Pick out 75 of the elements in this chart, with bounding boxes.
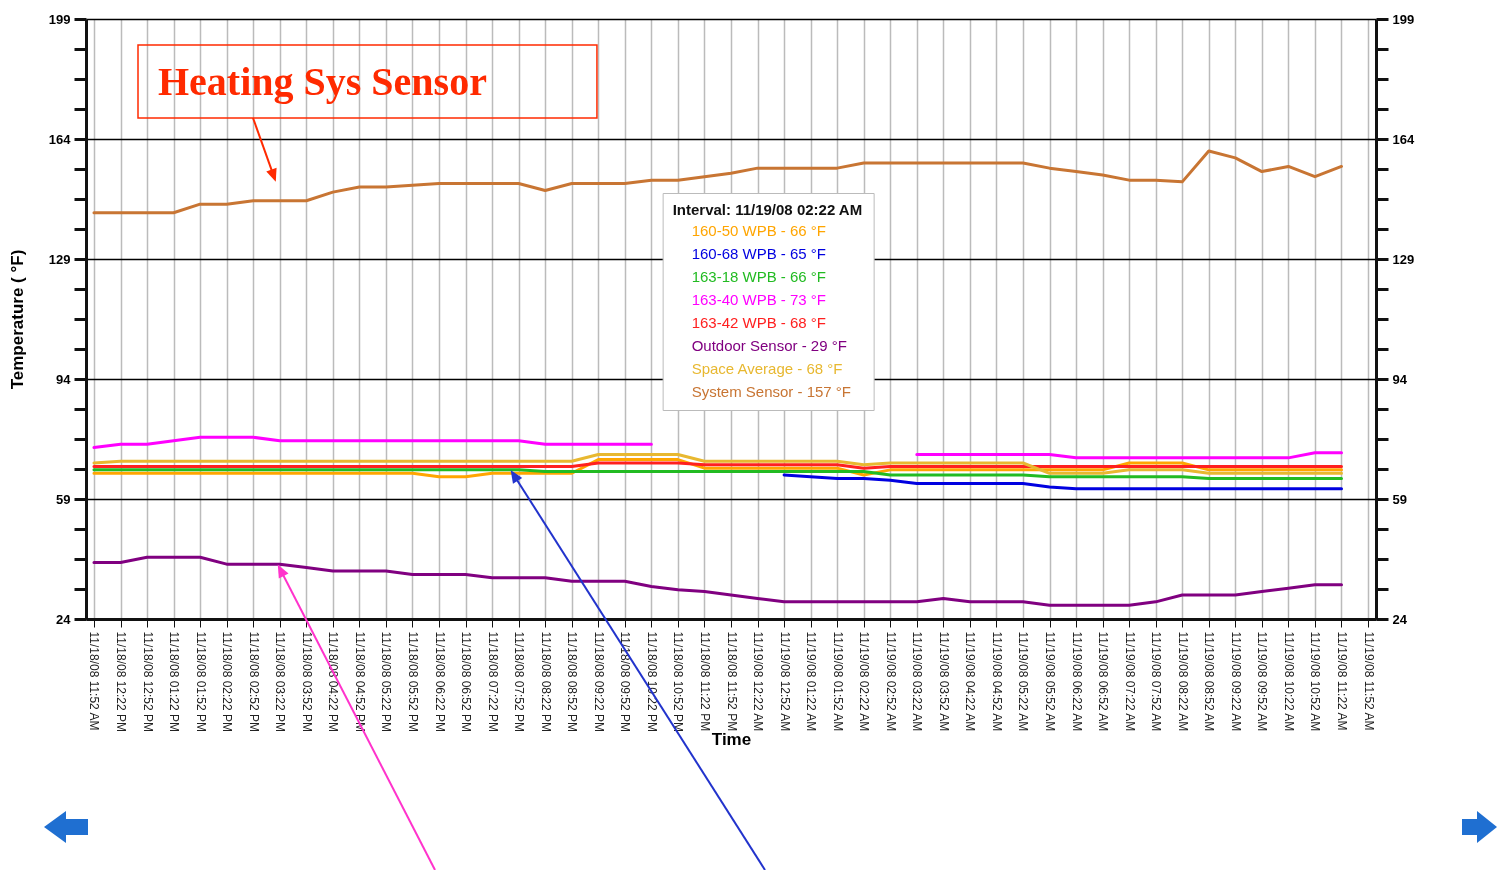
- y-tick-label: 59: [56, 491, 71, 507]
- x-tick-label: 11/19/08 11:52 AM: [1361, 631, 1376, 731]
- line-series: [92, 555, 1343, 607]
- x-tick-label: 11/19/08 07:52 AM: [1149, 631, 1164, 732]
- y2-tick-label: 59: [1392, 491, 1407, 507]
- x-tick-label: 11/18/08 10:52 PM: [671, 631, 686, 733]
- y2-tick-label: 94: [1392, 371, 1408, 387]
- x-tick-label: 11/19/08 01:22 AM: [804, 631, 819, 732]
- x-tick-label: 11/18/08 11:22 PM: [697, 631, 712, 732]
- x-tick-label: 11/18/08 12:22 PM: [114, 631, 129, 733]
- x-tick-label: 11/19/08 03:22 AM: [910, 631, 925, 732]
- y-tick-label: 199: [48, 11, 71, 27]
- x-tick-label: 11/19/08 05:52 AM: [1043, 631, 1058, 732]
- x-tick-label: 11/18/08 09:22 PM: [591, 631, 606, 733]
- x-tick-label: 11/19/08 09:22 AM: [1228, 631, 1243, 732]
- x-tick-label: 11/18/08 08:52 PM: [565, 631, 580, 733]
- text: Outdoor Sensor - 29 °F: [691, 336, 847, 354]
- line-series: [782, 473, 1343, 491]
- x-tick-label: 11/18/08 11:52 AM: [87, 631, 102, 731]
- annotation: Heating Sys Sensor: [158, 59, 487, 104]
- y2-tick-label: 129: [1392, 251, 1415, 267]
- x-tick-label: 11/19/08 06:22 AM: [1069, 631, 1084, 732]
- text: 163-42 WPB - 68 °F: [691, 313, 827, 331]
- x-tick-label: 11/18/08 03:52 PM: [299, 631, 314, 733]
- x-tick-label: 11/19/08 11:22 AM: [1334, 631, 1349, 731]
- x-tick-label: 11/19/08 08:52 AM: [1202, 631, 1217, 732]
- x-tick-label: 11/19/08 06:52 AM: [1096, 631, 1111, 732]
- x-tick-label: 11/18/08 05:22 PM: [379, 631, 394, 733]
- x-tick-label: 11/18/08 06:22 PM: [432, 631, 447, 733]
- x-tick-label: 11/18/08 07:22 PM: [485, 631, 500, 733]
- x-tick-label: 11/18/08 03:22 PM: [273, 631, 288, 733]
- text: 160-68 WPB - 65 °F: [691, 244, 827, 262]
- x-tick-label: 11/18/08 05:52 PM: [405, 631, 420, 733]
- x-tick-label: 11/18/08 01:52 PM: [193, 631, 208, 733]
- x-tick-label: 11/19/08 08:22 AM: [1175, 631, 1190, 732]
- x-tick-label: 11/19/08 04:52 AM: [989, 631, 1004, 732]
- x-tick-label: 11/18/08 01:22 PM: [167, 631, 182, 733]
- x-tick-label: 11/19/08 05:22 AM: [1016, 631, 1031, 732]
- x-tick-label: 11/19/08 10:52 AM: [1308, 631, 1323, 732]
- x-tick-label: 11/19/08 02:52 AM: [883, 631, 898, 732]
- text: 160-50 WPB - 66 °F: [691, 221, 827, 239]
- x-tick-label: 11/18/08 07:52 PM: [512, 631, 527, 733]
- x-tick-label: 11/19/08 03:52 AM: [936, 631, 951, 732]
- x-tick-label: 11/19/08 10:22 AM: [1281, 631, 1296, 732]
- legend-title: Interval: 11/19/08 02:22 AM: [672, 201, 863, 218]
- x-tick-label: 11/18/08 04:22 PM: [326, 631, 341, 733]
- y2-tick-label: 164: [1392, 131, 1415, 147]
- y-axis-title: Temperature ( °F): [7, 249, 27, 390]
- y-tick-label: 129: [48, 251, 71, 267]
- x-tick-label: 11/19/08 01:52 AM: [830, 631, 845, 732]
- x-tick-label: 11/18/08 06:52 PM: [459, 631, 474, 733]
- x-tick-label: 11/19/08 09:52 AM: [1255, 631, 1270, 732]
- text: 163-18 WPB - 66 °F: [691, 267, 827, 285]
- x-tick-label: 11/18/08 02:22 PM: [220, 631, 235, 733]
- x-tick-label: 11/19/08 07:22 AM: [1122, 631, 1137, 732]
- line-series: [92, 149, 1343, 215]
- x-tick-label: 11/19/08 12:52 AM: [777, 631, 792, 732]
- y2-tick-label: 199: [1392, 11, 1415, 27]
- y-tick-label: 164: [48, 131, 72, 147]
- y2-tick-label: 24: [1392, 611, 1408, 627]
- x-tick-label: 11/19/08 02:22 AM: [857, 631, 872, 732]
- x-tick-label: 11/18/08 02:52 PM: [246, 631, 261, 733]
- x-axis-title: Time: [711, 730, 752, 750]
- x-tick-label: 11/19/08 12:22 AM: [751, 631, 766, 732]
- x-tick-label: 11/18/08 09:52 PM: [618, 631, 633, 733]
- x-tick-label: 11/18/08 08:22 PM: [538, 631, 553, 733]
- text: System Sensor - 157 °F: [691, 382, 852, 400]
- text: 163-40 WPB - 73 °F: [691, 290, 827, 308]
- line-series: [92, 452, 1343, 475]
- x-tick-label: 11/18/08 11:52 PM: [724, 631, 739, 732]
- y-tick-label: 24: [56, 611, 72, 627]
- x-tick-label: 11/18/08 12:52 PM: [140, 631, 155, 733]
- y-tick-label: 94: [56, 371, 72, 387]
- x-tick-label: 11/19/08 04:22 AM: [963, 631, 978, 732]
- text: Space Average - 68 °F: [691, 359, 843, 377]
